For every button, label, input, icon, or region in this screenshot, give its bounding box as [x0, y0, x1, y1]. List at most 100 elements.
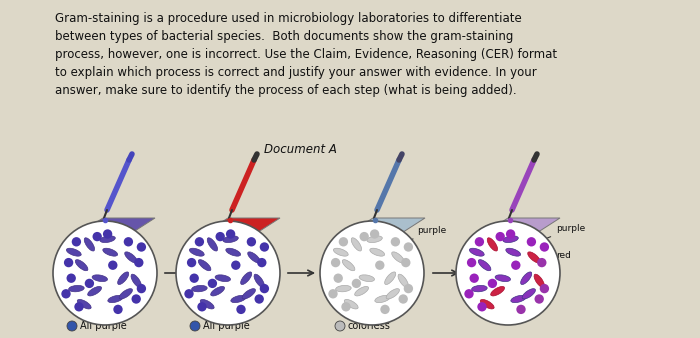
Ellipse shape	[76, 260, 88, 271]
Circle shape	[208, 279, 217, 288]
Circle shape	[260, 284, 269, 293]
Ellipse shape	[215, 275, 230, 282]
Circle shape	[237, 305, 246, 314]
Circle shape	[246, 237, 256, 246]
Circle shape	[136, 242, 146, 252]
Circle shape	[231, 261, 241, 270]
Circle shape	[360, 232, 369, 241]
Circle shape	[195, 237, 204, 246]
Text: purple: purple	[526, 224, 585, 247]
Circle shape	[488, 279, 497, 288]
Ellipse shape	[192, 285, 207, 292]
Ellipse shape	[534, 274, 545, 287]
Ellipse shape	[108, 295, 123, 303]
Ellipse shape	[367, 236, 382, 243]
Ellipse shape	[77, 299, 91, 309]
Ellipse shape	[374, 295, 390, 303]
Circle shape	[526, 237, 536, 246]
Ellipse shape	[495, 275, 510, 282]
Circle shape	[398, 294, 408, 304]
Circle shape	[401, 258, 410, 267]
Circle shape	[477, 302, 486, 312]
Text: All purple: All purple	[80, 321, 127, 331]
Ellipse shape	[470, 248, 484, 256]
Circle shape	[517, 305, 526, 314]
Ellipse shape	[248, 252, 260, 263]
Circle shape	[103, 229, 112, 239]
Ellipse shape	[207, 238, 218, 251]
Circle shape	[537, 258, 547, 267]
Circle shape	[71, 237, 81, 246]
Circle shape	[335, 321, 345, 331]
Ellipse shape	[480, 299, 494, 309]
Ellipse shape	[392, 252, 405, 263]
Circle shape	[257, 258, 267, 267]
Circle shape	[470, 273, 479, 283]
Circle shape	[136, 284, 146, 293]
Circle shape	[339, 237, 348, 246]
Circle shape	[190, 273, 199, 283]
Ellipse shape	[254, 274, 265, 287]
Circle shape	[134, 258, 144, 267]
Ellipse shape	[103, 248, 118, 256]
Text: colorless: colorless	[348, 321, 391, 331]
Circle shape	[66, 273, 76, 283]
Circle shape	[108, 261, 118, 270]
Circle shape	[331, 258, 340, 267]
Circle shape	[113, 305, 122, 314]
Circle shape	[328, 289, 337, 298]
Ellipse shape	[384, 272, 395, 285]
Circle shape	[62, 289, 71, 298]
Circle shape	[124, 237, 133, 246]
Text: All purple: All purple	[203, 321, 250, 331]
Circle shape	[64, 258, 74, 267]
Circle shape	[404, 284, 413, 293]
Circle shape	[375, 261, 384, 270]
Ellipse shape	[359, 275, 375, 282]
Ellipse shape	[211, 287, 225, 296]
Ellipse shape	[226, 248, 241, 256]
Circle shape	[190, 321, 200, 331]
Ellipse shape	[200, 299, 214, 309]
Ellipse shape	[342, 260, 355, 271]
Circle shape	[506, 229, 515, 239]
Ellipse shape	[503, 236, 518, 243]
Circle shape	[475, 237, 484, 246]
Ellipse shape	[528, 252, 540, 263]
Ellipse shape	[198, 260, 211, 271]
Circle shape	[216, 232, 225, 241]
Ellipse shape	[398, 274, 408, 287]
Text: Gram-staining is a procedure used in microbiology laboratories to differentiate
: Gram-staining is a procedure used in mic…	[55, 12, 557, 97]
Circle shape	[380, 305, 390, 314]
Ellipse shape	[351, 238, 362, 251]
Circle shape	[511, 261, 521, 270]
Circle shape	[467, 258, 476, 267]
Circle shape	[404, 242, 413, 252]
Ellipse shape	[333, 248, 348, 256]
Ellipse shape	[487, 238, 498, 251]
Ellipse shape	[370, 248, 384, 256]
Ellipse shape	[472, 285, 487, 292]
Circle shape	[53, 221, 157, 325]
Polygon shape	[345, 218, 425, 236]
Ellipse shape	[119, 289, 132, 299]
Circle shape	[320, 221, 424, 325]
Circle shape	[535, 294, 544, 304]
Ellipse shape	[478, 260, 491, 271]
Ellipse shape	[84, 238, 95, 251]
Polygon shape	[480, 218, 560, 236]
Ellipse shape	[125, 252, 137, 263]
Circle shape	[540, 284, 549, 293]
Ellipse shape	[511, 295, 526, 303]
Circle shape	[260, 242, 269, 252]
Ellipse shape	[506, 248, 521, 256]
Circle shape	[351, 279, 361, 288]
Circle shape	[184, 289, 194, 298]
Ellipse shape	[100, 236, 116, 243]
Circle shape	[333, 273, 343, 283]
Ellipse shape	[190, 248, 204, 256]
Ellipse shape	[386, 289, 400, 299]
Circle shape	[255, 294, 264, 304]
Ellipse shape	[344, 299, 358, 309]
Ellipse shape	[242, 289, 256, 299]
